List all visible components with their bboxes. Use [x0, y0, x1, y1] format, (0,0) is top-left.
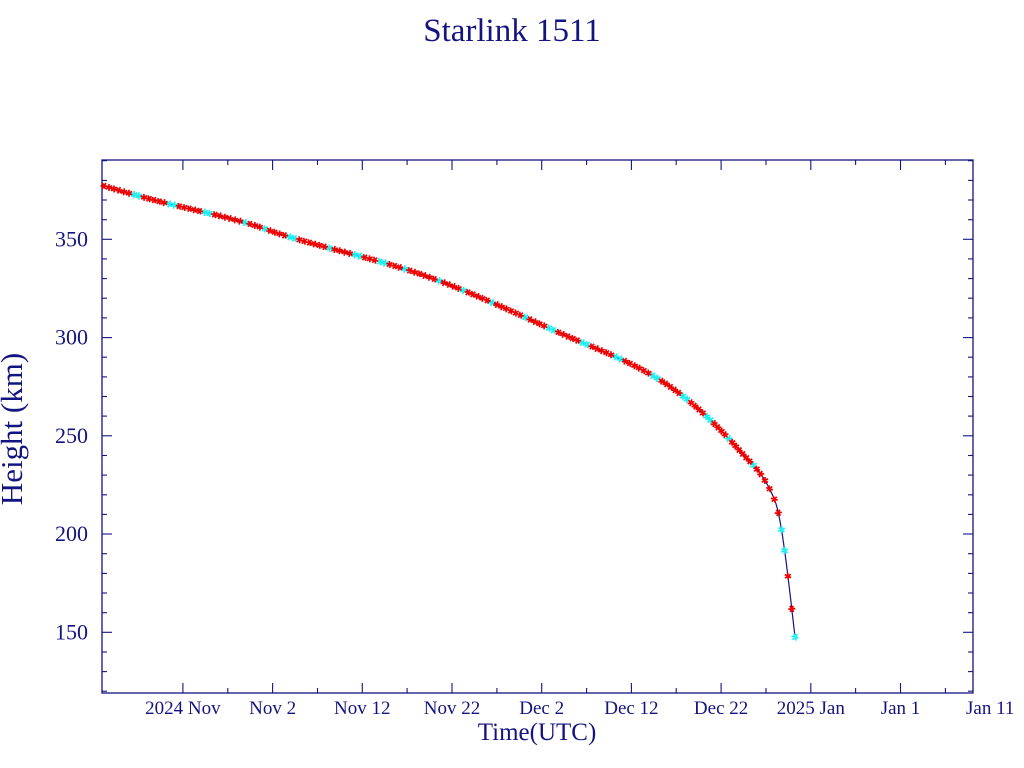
- svg-text:Height (km): Height (km): [0, 353, 29, 505]
- svg-text:Starlink 1511: Starlink 1511: [423, 13, 601, 49]
- svg-text:Jan 1: Jan 1: [881, 698, 921, 719]
- svg-text:Dec 12: Dec 12: [604, 698, 658, 719]
- svg-text:2025 Jan: 2025 Jan: [777, 698, 846, 719]
- svg-text:2024 Nov: 2024 Nov: [145, 698, 221, 719]
- svg-text:Nov 12: Nov 12: [334, 698, 390, 719]
- svg-text:300: 300: [55, 325, 88, 350]
- svg-text:Dec 2: Dec 2: [519, 698, 564, 719]
- svg-text:350: 350: [55, 226, 88, 251]
- svg-text:250: 250: [55, 423, 88, 448]
- svg-text:150: 150: [55, 619, 88, 644]
- svg-text:200: 200: [55, 521, 88, 546]
- svg-text:Time(UTC): Time(UTC): [478, 719, 597, 746]
- svg-text:Jan 11: Jan 11: [966, 698, 1014, 719]
- svg-text:Nov 22: Nov 22: [424, 698, 480, 719]
- svg-text:Nov 2: Nov 2: [249, 698, 296, 719]
- svg-text:Dec 22: Dec 22: [694, 698, 748, 719]
